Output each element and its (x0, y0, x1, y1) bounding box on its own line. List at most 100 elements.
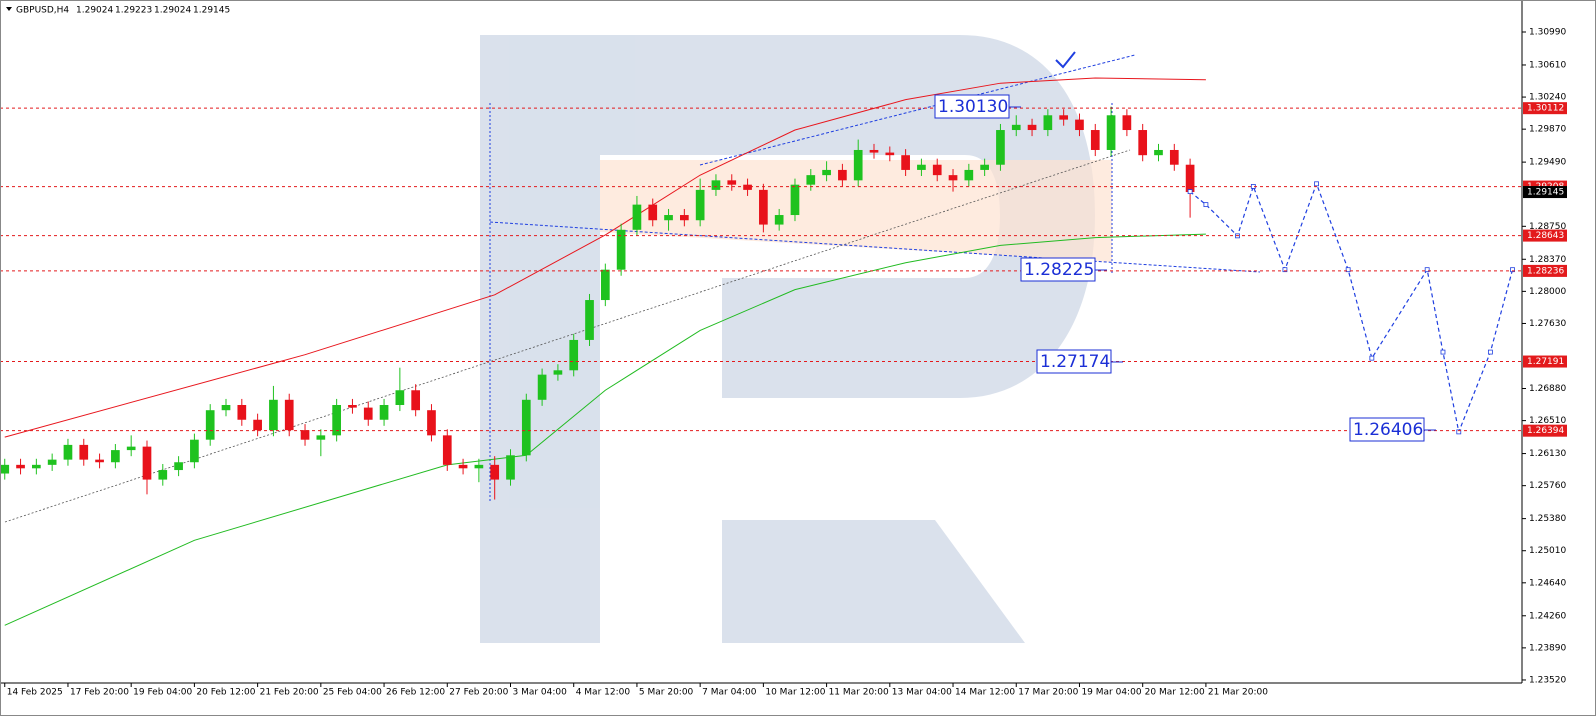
candle-body (964, 169, 974, 181)
y-tick-label: 1.30990 (1529, 28, 1566, 38)
candle-body (932, 164, 942, 176)
candle-body (1106, 115, 1116, 150)
header-arrow (6, 7, 12, 11)
candle-body (506, 455, 515, 480)
candle-body (853, 149, 863, 181)
level-tag (1523, 264, 1567, 277)
price-label: 1.29145 (1527, 188, 1564, 198)
y-tick-label: 1.25010 (1529, 546, 1566, 556)
candle-body (1027, 124, 1037, 131)
y-tick-label: 1.25380 (1529, 514, 1566, 524)
candle-body (316, 435, 326, 440)
y-tick-label: 1.28750 (1529, 222, 1566, 232)
candle-body (300, 430, 310, 440)
level-tag (1523, 102, 1567, 115)
y-tick-label: 1.23890 (1529, 643, 1566, 653)
candle-body (664, 215, 673, 221)
y-tick-label: 1.28000 (1529, 287, 1566, 297)
candle-body (869, 149, 879, 153)
x-tick-label: 14 Feb 2025 (7, 688, 63, 698)
forecast-vertex (1282, 267, 1288, 273)
candle-body (648, 204, 658, 221)
x-tick-label: 20 Mar 12:00 (1145, 688, 1205, 698)
candle-body (1075, 119, 1084, 131)
header: GBPUSD,H4 1.29024 1.29223 1.29024 1.2914… (6, 6, 230, 16)
candle-body (126, 446, 136, 451)
candle-body (363, 407, 373, 420)
level-tag (1523, 229, 1567, 242)
candle-body (948, 175, 958, 181)
candle-body (221, 404, 231, 411)
candle-body (158, 470, 168, 480)
trend-line (489, 221, 1261, 273)
forecast-vertex (1487, 349, 1493, 355)
forecast-vertex (1314, 181, 1319, 187)
candle-body (253, 419, 262, 431)
level-label: 1.26394 (1527, 426, 1564, 436)
candle-body (332, 404, 341, 436)
candle-body (727, 180, 737, 185)
y-tick-label: 1.26130 (1529, 449, 1566, 459)
candle-body (190, 439, 199, 463)
annotation-label: 1.27174 (1040, 352, 1110, 372)
candle-body (1090, 130, 1100, 150)
watermark-bowl (600, 35, 1095, 398)
candle-body (806, 175, 816, 185)
candle-body (1154, 149, 1163, 156)
level-label: 1.27191 (1527, 357, 1564, 367)
candle-body (1122, 115, 1132, 131)
candle-body (822, 169, 831, 176)
x-tick-label: 5 Mar 20:00 (639, 688, 694, 698)
forecast-vertex (1203, 202, 1209, 208)
forecast-vertex (1510, 267, 1515, 273)
x-tick-label: 13 Mar 04:00 (892, 688, 952, 698)
x-tick-label: 3 Mar 04:00 (512, 688, 567, 698)
candle-body (743, 184, 752, 190)
y-tick-label: 1.30610 (1529, 60, 1566, 70)
forecast-vertex (1187, 189, 1193, 195)
y-tick-label: 1.25760 (1529, 481, 1566, 491)
range-shade (600, 160, 1112, 262)
forecast-vertex (1456, 429, 1462, 435)
candle-body (585, 300, 594, 340)
x-tick-label: 14 Mar 12:00 (955, 688, 1015, 698)
candle-body (205, 410, 215, 440)
candle-body (1059, 115, 1069, 120)
level-label: 1.28643 (1527, 231, 1564, 241)
candle-body (174, 462, 183, 471)
candle-body (348, 404, 357, 408)
candle-body (774, 215, 784, 225)
watermark-leg (722, 520, 1025, 643)
y-tick-label: 1.27630 (1529, 319, 1566, 329)
candle-body (1138, 130, 1148, 156)
y-tick-label: 1.29490 (1529, 158, 1566, 168)
candle-body (632, 204, 642, 230)
quote-high: 1.29223 (115, 6, 152, 16)
candle-body (917, 164, 926, 170)
level-label: 1.30112 (1527, 104, 1564, 114)
forecast-vertex (1424, 267, 1430, 273)
annotation-label: 1.30130 (938, 97, 1008, 117)
candle-body (63, 444, 73, 460)
candle-body (458, 464, 468, 469)
candle-body (442, 435, 452, 465)
forecast-vertex (1369, 355, 1375, 361)
y-tick-label: 1.23520 (1529, 675, 1566, 685)
quote-open: 1.29024 (76, 6, 113, 16)
symbol-title: GBPUSD,H4 (16, 6, 69, 16)
x-tick-label: 7 Mar 04:00 (702, 688, 757, 698)
candle-body (79, 444, 89, 460)
candle-body (1011, 124, 1021, 131)
candle-body (553, 370, 563, 375)
candle-body (427, 410, 436, 436)
candle-body (16, 464, 25, 469)
candle-body (569, 339, 579, 371)
candle-body (47, 459, 57, 465)
candle-body (537, 374, 547, 400)
candle-body (32, 464, 41, 469)
y-tick-label: 1.30240 (1529, 93, 1566, 103)
candle-body (142, 446, 152, 480)
candle-body (395, 390, 405, 405)
candle-body (695, 189, 705, 221)
